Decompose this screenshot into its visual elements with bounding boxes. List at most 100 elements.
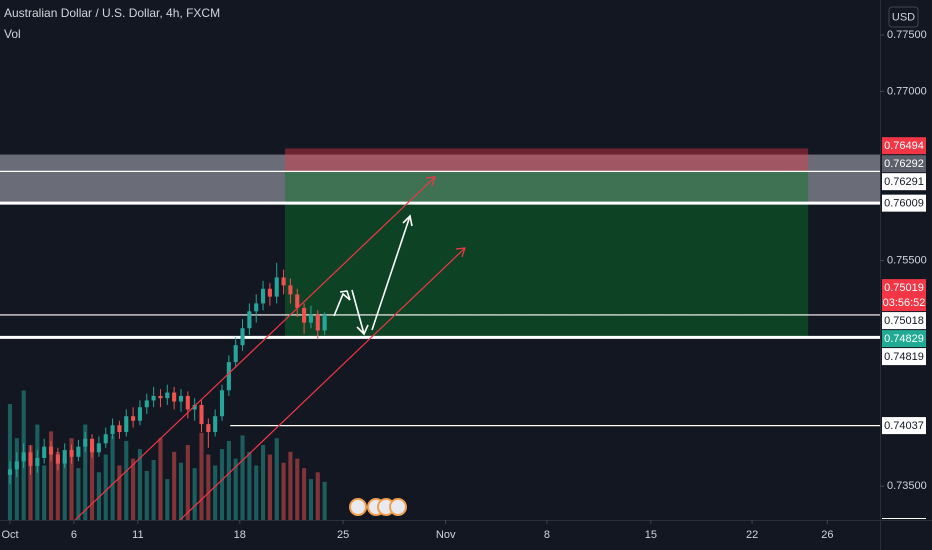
candle-body bbox=[185, 395, 190, 410]
event-icon[interactable] bbox=[389, 498, 407, 516]
price-label-bg bbox=[882, 155, 926, 173]
currency: USD bbox=[892, 11, 915, 23]
x-tick-label: Oct bbox=[1, 529, 18, 541]
volume-label: Vol bbox=[4, 27, 21, 41]
candle-body bbox=[137, 407, 142, 421]
volume-bar bbox=[322, 481, 327, 520]
x-tick-label: Nov bbox=[436, 529, 456, 541]
candle-body bbox=[240, 328, 245, 346]
arrow-head bbox=[425, 176, 436, 187]
volume-bar bbox=[308, 479, 313, 520]
candle-body bbox=[151, 395, 156, 401]
volume-bar bbox=[62, 458, 67, 520]
channel-lower bbox=[179, 247, 466, 521]
volume-bar bbox=[206, 454, 211, 520]
candle-body bbox=[226, 362, 231, 391]
volume-bar bbox=[117, 465, 122, 520]
volume-bar bbox=[137, 449, 142, 520]
y-tick-label: 0.77000 bbox=[887, 85, 927, 97]
plot-area bbox=[0, 148, 880, 520]
candle-body bbox=[35, 457, 40, 466]
candle-body bbox=[131, 416, 136, 421]
chart-title: Australian Dollar / U.S. Dollar, 4h, FXC… bbox=[4, 6, 220, 20]
candle-body bbox=[69, 450, 74, 457]
candle-body bbox=[7, 469, 13, 475]
volume-bar bbox=[83, 424, 88, 520]
price-label: 0.76494 bbox=[884, 140, 924, 152]
volume-bar bbox=[274, 438, 279, 520]
price-label-bg bbox=[882, 330, 926, 348]
candle-body bbox=[219, 390, 225, 417]
price-label-bg bbox=[882, 173, 926, 191]
volume-bar bbox=[233, 458, 238, 520]
volume-bar bbox=[42, 465, 47, 520]
volume-bar bbox=[261, 445, 266, 520]
price-label-bg bbox=[882, 194, 926, 212]
x-tick-label: 11 bbox=[132, 529, 143, 541]
candle-body bbox=[110, 425, 115, 435]
volume-bar bbox=[240, 435, 245, 520]
candle-body bbox=[144, 400, 149, 408]
volume-bar bbox=[302, 468, 307, 520]
y-tick-label: 0.77500 bbox=[887, 29, 927, 41]
volume-bar bbox=[254, 465, 259, 520]
candle-body bbox=[124, 416, 129, 433]
candle-body bbox=[192, 404, 197, 410]
arrow-head bbox=[455, 247, 466, 258]
candle-body bbox=[308, 314, 313, 323]
volume-bar bbox=[315, 472, 320, 520]
price-label-bg bbox=[882, 348, 926, 366]
volume-bar bbox=[219, 449, 225, 520]
event-icons bbox=[349, 498, 407, 516]
candle-body bbox=[199, 404, 204, 425]
x-tick-label: 6 bbox=[71, 529, 77, 541]
volume-bar bbox=[158, 438, 163, 520]
candle-body bbox=[158, 395, 163, 399]
price-label: 0.76009 bbox=[884, 198, 924, 210]
arrow-head bbox=[356, 324, 369, 336]
volume-bar bbox=[28, 445, 33, 520]
candle-body bbox=[213, 416, 218, 433]
volume-bar bbox=[90, 445, 95, 520]
target-zone bbox=[284, 171, 809, 337]
price-label: 0.74819 bbox=[884, 351, 924, 363]
x-tick-label: 18 bbox=[234, 529, 246, 541]
candle-body bbox=[48, 446, 54, 455]
price-label-bg bbox=[882, 137, 926, 155]
x-tick-label: 26 bbox=[821, 529, 833, 541]
countdown: 03:56:52 bbox=[883, 297, 926, 309]
channel-upper bbox=[74, 176, 436, 521]
drawings bbox=[74, 176, 466, 521]
candle-body bbox=[247, 311, 252, 329]
candle-body bbox=[42, 446, 47, 458]
candle-body bbox=[281, 277, 286, 286]
candle-body bbox=[322, 314, 327, 331]
volume-bar bbox=[172, 451, 177, 520]
volume-bar bbox=[165, 479, 170, 520]
candle-body bbox=[206, 424, 211, 433]
candle-body bbox=[103, 434, 108, 444]
candle-body bbox=[117, 425, 122, 433]
volume-bar bbox=[14, 438, 19, 520]
price-label-bg bbox=[882, 312, 926, 330]
candle-body bbox=[83, 438, 88, 447]
event-icon[interactable] bbox=[349, 498, 367, 516]
currency-button[interactable] bbox=[888, 6, 919, 28]
candle-body bbox=[295, 294, 300, 308]
price-label: 0.74829 bbox=[884, 333, 924, 345]
candle-body bbox=[274, 277, 279, 297]
candle-body bbox=[302, 307, 307, 323]
candle-body bbox=[254, 303, 259, 312]
candle-body bbox=[76, 446, 81, 457]
volume-bar bbox=[131, 458, 136, 520]
x-tick-label: 8 bbox=[544, 529, 550, 541]
volume-bar bbox=[96, 472, 101, 520]
zone bbox=[0, 154, 880, 204]
candle-body bbox=[28, 452, 33, 466]
volume-bar bbox=[226, 440, 231, 520]
arrow-head bbox=[339, 290, 351, 301]
price-label-bg bbox=[882, 279, 926, 312]
candle-body bbox=[14, 461, 19, 470]
price-label: 0.74037 bbox=[884, 420, 924, 432]
volume-bar bbox=[110, 435, 115, 520]
